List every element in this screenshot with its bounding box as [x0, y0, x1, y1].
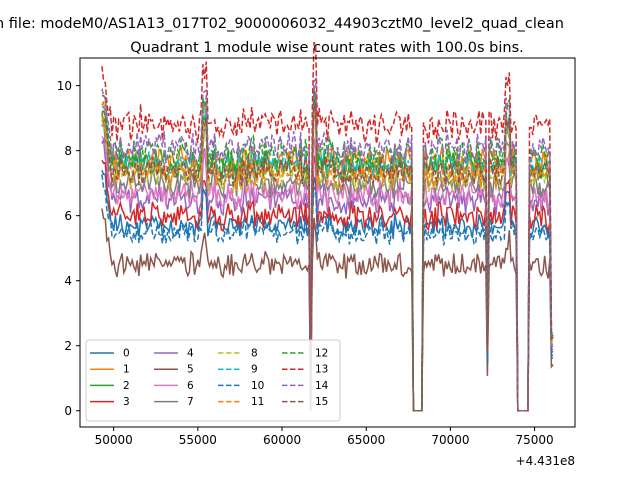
legend-label-9: 9 — [251, 364, 258, 376]
legend-label-11: 11 — [251, 396, 264, 408]
series-line-10 — [101, 174, 554, 412]
y-axis: 0 2 4 6 8 10 — [57, 79, 80, 418]
y-tick-label: 0 — [64, 404, 72, 418]
legend-label-2: 2 — [123, 380, 130, 392]
plot-series-group — [101, 41, 554, 412]
legend-label-0: 0 — [123, 348, 130, 360]
legend-label-7: 7 — [187, 396, 194, 408]
legend-label-14: 14 — [315, 380, 329, 392]
series-line-7 — [101, 113, 554, 412]
legend-box — [85, 339, 341, 422]
figure-suptitle: n file: modeM0/AS1A13_017T02_9000006032_… — [0, 16, 564, 32]
legend-label-13: 13 — [315, 364, 328, 376]
series-line-5 — [101, 208, 554, 412]
series-line-6 — [101, 136, 554, 412]
y-tick-label: 10 — [57, 79, 72, 93]
x-tick-label: 65000 — [347, 433, 385, 447]
series-line-15 — [101, 101, 554, 412]
legend-label-4: 4 — [187, 348, 194, 360]
series-line-9 — [101, 91, 554, 412]
x-tick-label: 50000 — [95, 433, 133, 447]
legend-label-12: 12 — [315, 348, 328, 360]
chart-title: Quadrant 1 module wise count rates with … — [130, 40, 524, 56]
legend-label-15: 15 — [315, 396, 328, 408]
x-tick-label: 75000 — [515, 433, 553, 447]
y-tick-label: 2 — [64, 339, 72, 353]
x-axis-offset-label: +4.431e8 — [516, 454, 575, 468]
plot-frame — [79, 57, 576, 428]
x-tick-label: 55000 — [179, 433, 217, 447]
legend-label-6: 6 — [187, 380, 194, 392]
series-line-8 — [101, 113, 554, 412]
series-line-13 — [101, 41, 554, 412]
x-tick-label: 70000 — [431, 433, 469, 447]
legend-label-1: 1 — [123, 364, 130, 376]
series-line-12 — [101, 90, 554, 412]
y-tick-label: 4 — [64, 274, 72, 288]
series-line-14 — [101, 76, 554, 412]
y-tick-label: 6 — [64, 209, 72, 223]
legend-label-3: 3 — [123, 396, 130, 408]
legend-label-5: 5 — [187, 364, 194, 376]
x-axis: 50000 55000 60000 65000 70000 75000 — [95, 427, 554, 447]
y-tick-label: 8 — [64, 144, 72, 158]
series-line-11 — [101, 104, 554, 412]
x-tick-label: 60000 — [263, 433, 301, 447]
legend-label-10: 10 — [251, 380, 264, 392]
legend-label-8: 8 — [251, 348, 258, 360]
series-line-3 — [101, 155, 554, 412]
